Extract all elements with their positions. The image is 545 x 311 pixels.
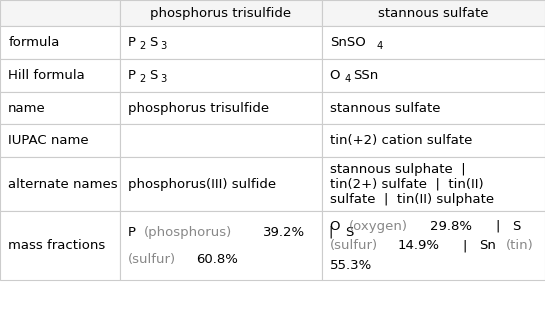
Bar: [322, 0, 545, 26]
Text: 2: 2: [140, 41, 146, 52]
Text: (oxygen): (oxygen): [349, 220, 408, 233]
Bar: [322, 92, 545, 124]
Text: P: P: [128, 225, 136, 239]
Text: (phosphorus): (phosphorus): [144, 225, 232, 239]
Text: stannous sulfate: stannous sulfate: [378, 7, 488, 20]
Bar: [322, 124, 545, 157]
Text: phosphorus trisulfide: phosphorus trisulfide: [128, 102, 269, 114]
Bar: [0, 211, 120, 280]
Bar: [120, 157, 322, 211]
Bar: [120, 0, 322, 26]
Text: S: S: [149, 69, 157, 82]
Text: |: |: [463, 239, 467, 252]
Bar: [0, 26, 120, 59]
Bar: [0, 92, 120, 124]
Text: 14.9%: 14.9%: [397, 239, 439, 252]
Bar: [322, 26, 545, 59]
Text: |: |: [329, 225, 333, 239]
Text: P: P: [128, 69, 136, 82]
Text: (sulfur): (sulfur): [128, 253, 176, 266]
Text: IUPAC name: IUPAC name: [8, 134, 89, 147]
Text: phosphorus trisulfide: phosphorus trisulfide: [150, 7, 291, 20]
Text: 2: 2: [140, 74, 146, 84]
Bar: [322, 211, 545, 280]
Text: 3: 3: [161, 74, 167, 84]
Text: tin(+2) cation sulfate: tin(+2) cation sulfate: [330, 134, 472, 147]
Text: P: P: [128, 36, 136, 49]
Bar: [120, 59, 322, 92]
Text: alternate names: alternate names: [8, 178, 118, 191]
Bar: [120, 124, 322, 157]
Text: SSn: SSn: [354, 69, 379, 82]
Text: 3: 3: [161, 41, 167, 52]
Text: SnSO: SnSO: [330, 36, 366, 49]
Text: Hill formula: Hill formula: [8, 69, 85, 82]
Text: Sn: Sn: [479, 239, 496, 252]
Text: formula: formula: [8, 36, 59, 49]
Text: S: S: [512, 220, 520, 233]
Bar: [120, 211, 322, 280]
Bar: [0, 0, 120, 26]
Text: phosphorus(III) sulfide: phosphorus(III) sulfide: [128, 178, 276, 191]
Text: |: |: [495, 220, 500, 233]
Text: 4: 4: [344, 74, 350, 84]
Text: (tin): (tin): [506, 239, 534, 252]
Text: (sulfur): (sulfur): [330, 239, 378, 252]
Text: S: S: [149, 36, 157, 49]
Text: O: O: [330, 220, 340, 233]
Bar: [322, 59, 545, 92]
Text: 4: 4: [377, 41, 383, 52]
Text: stannous sulphate  |
tin(2+) sulfate  |  tin(II)
sulfate  |  tin(II) sulphate: stannous sulphate | tin(2+) sulfate | ti…: [330, 163, 494, 206]
Text: 29.8%: 29.8%: [431, 220, 473, 233]
Text: S: S: [345, 225, 354, 239]
Bar: [120, 92, 322, 124]
Text: mass fractions: mass fractions: [8, 239, 105, 252]
Bar: [0, 124, 120, 157]
Text: 39.2%: 39.2%: [263, 225, 305, 239]
Bar: [322, 157, 545, 211]
Bar: [0, 59, 120, 92]
Text: stannous sulfate: stannous sulfate: [330, 102, 440, 114]
Bar: [0, 157, 120, 211]
Text: 60.8%: 60.8%: [196, 253, 238, 266]
Text: 55.3%: 55.3%: [330, 259, 372, 272]
Text: O: O: [330, 69, 340, 82]
Text: name: name: [8, 102, 46, 114]
Bar: [120, 26, 322, 59]
